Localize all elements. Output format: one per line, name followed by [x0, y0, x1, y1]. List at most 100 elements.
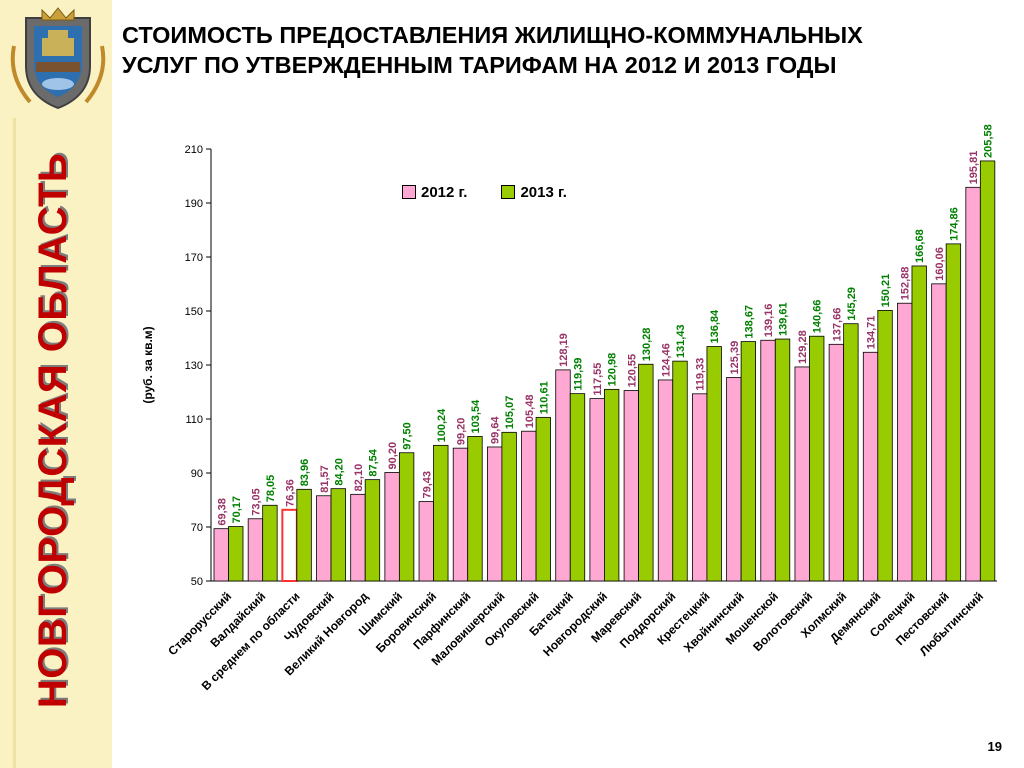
data-label-2013: 100,24: [436, 408, 448, 443]
data-label-2012: 124,46: [661, 343, 673, 377]
data-label-2012: 152,88: [900, 267, 912, 301]
chart-legend: 2012 г. 2013 г.: [402, 180, 601, 204]
bar-2012: [281, 508, 298, 582]
data-label-2012: 79,43: [421, 471, 433, 499]
data-label-2012: 139,16: [763, 304, 775, 338]
data-label-2013: 205,58: [983, 124, 995, 158]
bar-2012: [350, 493, 366, 582]
data-label-2012: 90,20: [387, 442, 399, 470]
sidebar-divider: [13, 118, 16, 768]
bar-2012: [247, 518, 264, 582]
bar-2013: [706, 346, 722, 582]
page-title-line-1: СТОИМОСТЬ ПРЕДОСТАВЛЕНИЯ ЖИЛИЩНО-КОММУНА…: [122, 22, 863, 48]
data-label-2013: 166,68: [914, 229, 926, 263]
bar-2012: [692, 393, 708, 582]
page-title: СТОИМОСТЬ ПРЕДОСТАВЛЕНИЯ ЖИЛИЩНО-КОММУНА…: [122, 20, 1017, 80]
legend-item-2012: 2012 г.: [402, 184, 467, 201]
data-label-2012: 120,55: [626, 354, 638, 388]
data-label-2012: 99,64: [490, 416, 502, 444]
data-label-2012: 76,36: [285, 479, 297, 507]
legend-swatch-2013: [501, 185, 516, 199]
bar-2012: [794, 366, 810, 582]
data-label-2013: 136,84: [709, 309, 721, 344]
bar-2013: [911, 265, 927, 582]
data-label-2012: 81,57: [319, 465, 331, 493]
legend-label-2013: 2013 г.: [520, 183, 567, 201]
data-label-2013: 130,28: [641, 328, 653, 362]
data-label-2013: 140,66: [812, 300, 824, 334]
bar-2013: [501, 431, 517, 582]
bar-2012: [657, 379, 674, 582]
data-label-2012: 82,10: [353, 464, 365, 492]
y-axis-label: (руб. за кв.м): [141, 326, 155, 403]
y-tick-label: 170: [185, 252, 203, 264]
data-label-2013: 78,05: [265, 475, 277, 503]
data-label-2013: 131,43: [675, 324, 687, 358]
data-label-2013: 97,50: [402, 422, 414, 450]
bar-2012: [623, 390, 639, 582]
bar-2013: [638, 363, 654, 582]
bar-2013: [604, 388, 620, 582]
bar-2012: [965, 186, 981, 582]
coat-of-arms-icon: [6, 6, 110, 112]
data-label-2012: 129,28: [797, 330, 809, 364]
bar-2013: [535, 416, 551, 582]
data-label-2013: 139,61: [778, 302, 790, 336]
bar-2013: [262, 504, 278, 582]
data-label-2013: 70,17: [231, 496, 243, 524]
data-label-2013: 84,20: [333, 458, 345, 486]
bar-2013: [364, 479, 381, 582]
bar-2012: [862, 351, 879, 582]
y-tick-label: 130: [185, 360, 203, 372]
bar-2013: [945, 243, 962, 582]
data-label-2012: 125,39: [729, 341, 741, 375]
data-label-2012: 117,55: [592, 363, 604, 396]
data-label-2012: 160,06: [934, 247, 946, 281]
bar-2012: [760, 339, 776, 582]
data-label-2013: 145,29: [846, 287, 858, 321]
data-label-2013: 138,67: [743, 305, 755, 339]
y-tick-label: 150: [185, 306, 203, 318]
data-label-2012: 105,48: [524, 395, 536, 429]
data-label-2012: 99,20: [455, 418, 467, 446]
legend-item-2013: 2013 г.: [501, 183, 567, 201]
data-label-2013: 120,98: [607, 353, 619, 387]
data-label-2013: 174,86: [948, 207, 960, 241]
bar-2013: [877, 310, 893, 582]
bar-2013: [296, 488, 312, 582]
page-title-line-2: УСЛУГ ПО УТВЕРЖДЕННЫМ ТАРИФАМ НА 2012 И …: [122, 52, 837, 78]
bar-2013: [843, 323, 859, 582]
bar-2012: [486, 446, 503, 582]
data-label-2013: 103,54: [470, 399, 482, 434]
bar-2013: [330, 488, 346, 582]
data-label-2012: 137,66: [831, 308, 843, 342]
bar-2012: [418, 501, 434, 582]
y-tick-label: 210: [185, 144, 203, 156]
bar-2012: [213, 528, 229, 582]
legend-swatch-2012: [402, 185, 416, 199]
bar-2012: [384, 472, 400, 582]
bar-2013: [433, 444, 449, 582]
y-tick-label: 50: [191, 576, 203, 588]
page-number: 19: [987, 739, 1002, 754]
data-label-2012: 73,05: [250, 488, 262, 516]
bar-2012: [931, 283, 947, 582]
bar-2012: [828, 343, 845, 582]
legend-label-2012: 2012 г.: [421, 183, 468, 201]
y-tick-label: 190: [185, 198, 203, 210]
data-label-2012: 128,19: [558, 333, 570, 367]
bar-2013: [398, 452, 415, 582]
data-label-2012: 119,33: [695, 358, 707, 391]
bar-2012: [555, 369, 571, 582]
bar-2013: [809, 335, 825, 582]
data-label-2013: 87,54: [367, 448, 379, 476]
bar-2013: [228, 526, 244, 582]
bar-2013: [467, 436, 483, 582]
bar-2012: [726, 377, 742, 582]
bar-2012: [521, 430, 537, 582]
bar-2013: [979, 160, 996, 582]
bar-2012: [452, 447, 469, 582]
bar-2012: [897, 302, 913, 582]
bar-2012: [589, 398, 605, 582]
